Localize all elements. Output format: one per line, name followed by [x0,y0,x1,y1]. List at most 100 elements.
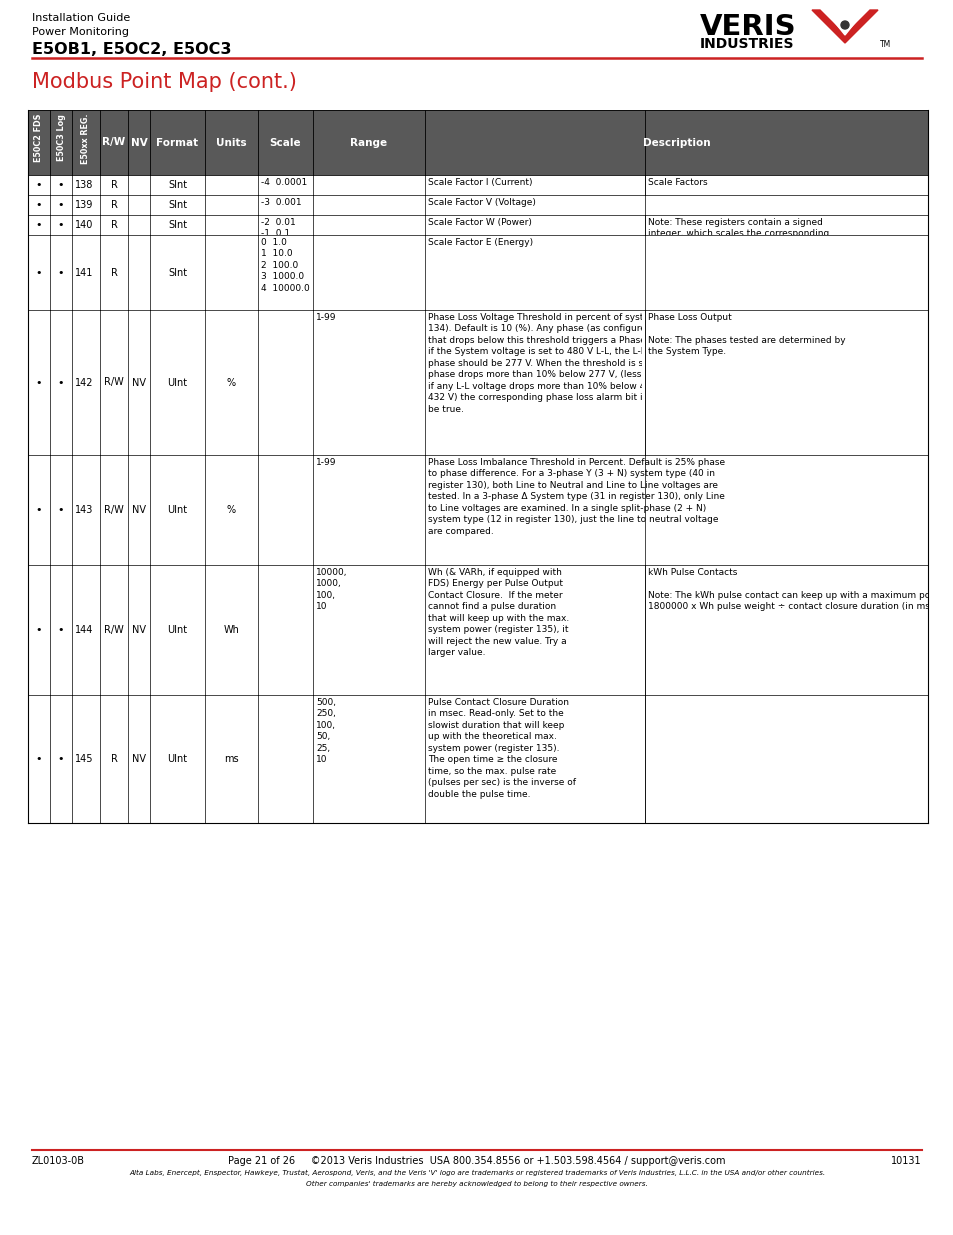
Text: R: R [111,200,117,210]
Text: Other companies' trademarks are hereby acknowledged to belong to their respectiv: Other companies' trademarks are hereby a… [306,1181,647,1187]
Text: UInt: UInt [168,505,188,515]
Bar [28,215,927,235]
Text: ms: ms [224,755,238,764]
Text: E5OB1, E5OC2, E5OC3: E5OB1, E5OC2, E5OC3 [32,42,232,57]
Text: •: • [58,755,64,764]
Text: 144: 144 [75,625,93,635]
Text: Scale Factor V (Voltage): Scale Factor V (Voltage) [428,198,536,207]
Text: R/W: R/W [102,137,126,147]
Text: E50C2 FDS: E50C2 FDS [34,114,44,163]
Text: •: • [35,378,42,388]
Text: TM: TM [879,40,890,49]
Text: Description: Description [642,137,710,147]
Text: %: % [227,378,235,388]
Text: 141: 141 [75,268,93,278]
Text: •: • [58,200,64,210]
Text: Phase Loss Voltage Threshold in percent of system voltage (register
134). Defaul: Phase Loss Voltage Threshold in percent … [428,312,736,414]
Text: VERIS: VERIS [700,14,796,41]
Polygon shape [824,10,864,35]
Text: -3  0.001: -3 0.001 [261,198,301,207]
Text: R: R [111,268,117,278]
Text: 145: 145 [75,755,93,764]
Text: kWh Pulse Contacts

Note: The kWh pulse contact can keep up with a maximum power: kWh Pulse Contacts Note: The kWh pulse c… [647,568,953,611]
Text: INDUSTRIES: INDUSTRIES [700,37,794,51]
Text: NV: NV [132,625,146,635]
Text: Phase Loss Imbalance Threshold in Percent. Default is 25% phase
to phase differe: Phase Loss Imbalance Threshold in Percen… [428,458,724,536]
Text: •: • [35,755,42,764]
Text: Units: Units [216,137,247,147]
Text: R: R [111,755,117,764]
Text: R/W: R/W [104,378,124,388]
Text: •: • [58,625,64,635]
Text: Pulse Contact Closure Duration
in msec. Read-only. Set to the
slowist duration t: Pulse Contact Closure Duration in msec. … [428,698,576,799]
Text: 138: 138 [75,180,93,190]
Text: •: • [35,505,42,515]
Text: Range: Range [350,137,387,147]
Text: 1-99: 1-99 [315,312,336,322]
Bar [28,175,927,195]
Text: Scale Factor E (Energy): Scale Factor E (Energy) [428,238,533,247]
Text: 10131: 10131 [890,1156,921,1166]
Text: •: • [58,220,64,230]
Bar [28,310,927,454]
Text: •: • [35,180,42,190]
Text: Scale Factor I (Current): Scale Factor I (Current) [428,178,532,186]
Bar [28,454,927,564]
Text: UInt: UInt [168,378,188,388]
Text: Power Monitoring: Power Monitoring [32,27,129,37]
Text: Note: These registers contain a signed
integer, which scales the corresponding
i: Note: These registers contain a signed i… [647,219,838,273]
Bar [28,235,927,310]
Bar [28,695,927,823]
Text: NV: NV [132,505,146,515]
Text: 500,
250,
100,
50,
25,
10: 500, 250, 100, 50, 25, 10 [315,698,335,764]
Text: 140: 140 [75,220,93,230]
Text: R/W: R/W [104,625,124,635]
Text: SInt: SInt [168,200,187,210]
Text: 10000,
1000,
100,
10: 10000, 1000, 100, 10 [315,568,347,611]
Text: •: • [58,268,64,278]
Text: UInt: UInt [168,625,188,635]
Bar [28,195,927,215]
Text: NV: NV [132,378,146,388]
Text: 1-99: 1-99 [315,458,336,467]
Text: SInt: SInt [168,180,187,190]
Text: •: • [58,180,64,190]
Text: •: • [35,200,42,210]
Text: •: • [58,378,64,388]
Text: SInt: SInt [168,220,187,230]
Polygon shape [811,10,877,43]
Text: •: • [35,220,42,230]
Circle shape [841,21,848,28]
Text: Page 21 of 26     ©2013 Veris Industries  USA 800.354.8556 or +1.503.598.4564 / : Page 21 of 26 ©2013 Veris Industries USA… [228,1156,725,1166]
Text: %: % [227,505,235,515]
Text: UInt: UInt [168,755,188,764]
Text: SInt: SInt [168,268,187,278]
Bar [28,110,927,175]
Text: NV: NV [131,137,147,147]
Text: Wh: Wh [223,625,239,635]
Text: Format: Format [156,137,198,147]
Text: 143: 143 [75,505,93,515]
Text: Scale: Scale [270,137,301,147]
Text: 0  1.0
1  10.0
2  100.0
3  1000.0
4  10000.0: 0 1.0 1 10.0 2 100.0 3 1000.0 4 10000.0 [261,238,310,293]
Text: NV: NV [132,755,146,764]
Text: -4  0.0001: -4 0.0001 [261,178,307,186]
Text: Installation Guide: Installation Guide [32,14,131,23]
Text: •: • [35,268,42,278]
Text: •: • [35,625,42,635]
Text: Scale Factor W (Power): Scale Factor W (Power) [428,219,532,227]
Text: Wh (& VARh, if equipped with
FDS) Energy per Pulse Output
Contact Closure.  If t: Wh (& VARh, if equipped with FDS) Energy… [428,568,569,657]
Text: E50xx REG.: E50xx REG. [81,114,91,164]
Text: R/W: R/W [104,505,124,515]
Text: R: R [111,220,117,230]
Text: 142: 142 [75,378,93,388]
Text: 139: 139 [75,200,93,210]
Text: E50C3 Log: E50C3 Log [56,114,66,161]
Text: ZL0103-0B: ZL0103-0B [32,1156,85,1166]
Text: Alta Labs, Enercept, Enspector, Hawkeye, Trustat, Aerospond, Veris, and the Veri: Alta Labs, Enercept, Enspector, Hawkeye,… [129,1170,824,1176]
Text: R: R [111,180,117,190]
Text: Scale Factors: Scale Factors [647,178,707,186]
Text: Phase Loss Output

Note: The phases tested are determined by
the System Type.: Phase Loss Output Note: The phases teste… [647,312,844,357]
Text: Modbus Point Map (cont.): Modbus Point Map (cont.) [32,72,296,91]
Text: •: • [58,505,64,515]
